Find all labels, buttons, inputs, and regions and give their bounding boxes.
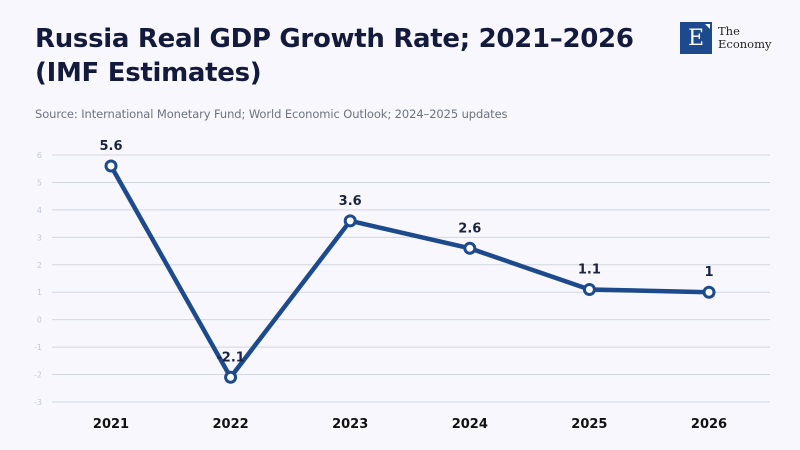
y-tick-label: -1: [34, 343, 42, 352]
logo-line-2: Economy: [718, 37, 772, 51]
data-label: -2.1: [216, 350, 244, 365]
publisher-logo: E The Economy: [680, 22, 772, 54]
data-point[interactable]: [702, 285, 716, 299]
y-tick-label: 0: [37, 316, 42, 325]
y-tick-label: -2: [34, 371, 42, 380]
y-tick-label: 2: [37, 261, 42, 270]
data-label: 5.6: [99, 139, 122, 154]
data-point[interactable]: [104, 159, 118, 173]
source-note: Source: International Monetary Fund; Wor…: [35, 107, 508, 121]
data-label: 2.6: [458, 221, 481, 236]
logo-text: The Economy: [718, 25, 772, 51]
x-tick-label: 2023: [332, 417, 368, 432]
logo-line-1: The: [718, 24, 740, 38]
y-tick-label: -3: [34, 398, 42, 407]
series-line: [108, 163, 712, 380]
data-label: 3.6: [339, 194, 362, 209]
data-label: 1: [704, 265, 713, 280]
data-labels: 5.6 -2.1 3.6 2.6 1.1 1: [99, 139, 713, 365]
y-tick-label: 1: [37, 288, 42, 297]
x-tick-label: 2022: [213, 417, 249, 432]
logo-e-icon: E: [680, 22, 712, 54]
x-tick-label: 2025: [571, 417, 607, 432]
data-label: 1.1: [578, 262, 601, 277]
x-axis-ticks: 2021 2022 2023 2024 2025 2026: [93, 417, 727, 432]
chart-title: Russia Real GDP Growth Rate; 2021–2026 (…: [35, 24, 634, 88]
x-tick-label: 2026: [691, 417, 727, 432]
y-tick-label: 3: [37, 233, 42, 242]
data-point[interactable]: [463, 241, 477, 255]
series-layer: [104, 159, 716, 384]
y-tick-label: 4: [37, 206, 42, 215]
data-point[interactable]: [582, 282, 596, 296]
y-axis-ticks: 6 5 4 3 2 1 0 -1 -2 -3: [34, 151, 42, 407]
gridlines: [52, 154, 770, 403]
y-tick-label: 5: [37, 178, 42, 187]
data-point[interactable]: [343, 214, 357, 228]
x-tick-label: 2021: [93, 417, 129, 432]
data-point[interactable]: [224, 370, 238, 384]
y-tick-label: 6: [37, 151, 42, 160]
x-tick-label: 2024: [452, 417, 488, 432]
